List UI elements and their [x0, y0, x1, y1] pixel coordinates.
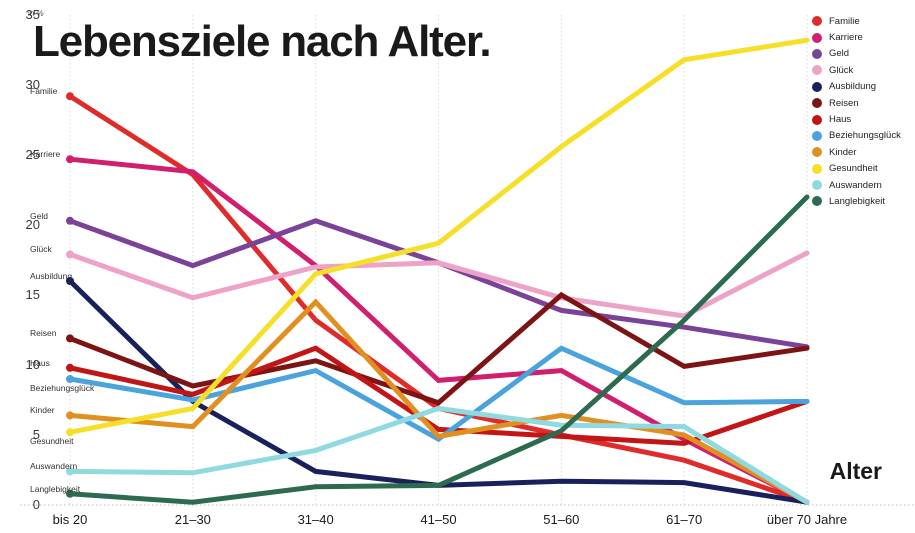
y-tick-label: 0 [32, 497, 40, 512]
series-line-reisen[interactable] [67, 291, 810, 406]
legend-color-swatch-icon [812, 147, 822, 158]
series-start-dot-gesundheit[interactable] [66, 428, 74, 437]
x-tick-label: über 70 Jahre [766, 512, 848, 527]
y-tick-label: 10 [25, 357, 40, 372]
x-tick-label: bis 20 [52, 512, 88, 527]
legend-item-label: Langlebigkeit [829, 195, 885, 207]
series-inline-label-beziehungsgl-ck: Beziehungsglück [30, 383, 95, 393]
y-tick-label: 20 [25, 217, 40, 232]
series-start-dot-auswandern[interactable] [66, 467, 74, 476]
series-inline-label-kinder: Kinder [30, 405, 55, 416]
series-inline-label-auswandern: Auswandern [30, 461, 78, 472]
series-line-auswandern[interactable] [67, 405, 810, 505]
y-tick-label: 30 [25, 77, 40, 92]
legend-color-swatch-icon [812, 65, 822, 76]
y-tick-label: 5 [32, 427, 40, 442]
series-inline-label-langlebigkeit: Langlebigkeit [30, 483, 81, 494]
legend-item[interactable]: Glück [812, 62, 915, 78]
legend-item-label: Auswandern [829, 179, 882, 191]
legend-item-label: Glück [829, 64, 854, 76]
series-start-dot-kinder[interactable] [66, 411, 74, 420]
series-start-dot-ausbildung[interactable] [66, 277, 74, 285]
series-start-dot-familie[interactable] [66, 92, 74, 101]
legend-item[interactable]: Langlebigkeit [812, 193, 915, 209]
series-line-karriere[interactable] [67, 156, 810, 505]
series-inline-label-gesundheit: Gesundheit [30, 436, 74, 447]
legend-color-swatch-icon [812, 130, 822, 141]
x-tick-label: 41–50 [420, 512, 457, 527]
legend-color-swatch-icon [812, 81, 822, 92]
series-line-gl-ck[interactable] [67, 250, 810, 319]
legend-item-label: Beziehungsglück [829, 130, 901, 142]
series-start-dot-langlebigkeit[interactable] [66, 489, 74, 498]
y-tick-label: 25 [25, 147, 40, 162]
legend-item-label: Reisen [829, 97, 859, 109]
series-start-dot-karriere[interactable] [66, 155, 74, 164]
legend-color-swatch-icon [812, 16, 822, 27]
legend-item[interactable]: Beziehungsglück [812, 128, 915, 144]
series-line-beziehungsgl-ck[interactable] [67, 345, 810, 443]
series-inline-label-geld: Geld [30, 210, 48, 221]
y-axis-unit-label: in % [28, 9, 44, 18]
series-line-haus[interactable] [67, 345, 810, 446]
series-inline-label-reisen: Reisen [30, 328, 57, 339]
series-inline-label-gl-ck: Glück [30, 244, 52, 255]
y-tick-label: 35 [25, 7, 40, 22]
series-start-dot-gl-ck[interactable] [66, 250, 74, 259]
series-start-dot-geld[interactable] [66, 216, 74, 225]
legend-item-label: Kinder [829, 146, 857, 158]
legend-color-swatch-icon [812, 180, 822, 191]
series-start-dot-beziehungsgl-ck[interactable] [66, 375, 74, 383]
series-start-dots [66, 92, 74, 498]
legend-item[interactable]: Gesundheit [812, 161, 915, 177]
series-start-dot-haus[interactable] [66, 363, 74, 372]
series-line-gesundheit[interactable] [67, 37, 810, 435]
legend-color-swatch-icon [812, 98, 822, 109]
legend-item[interactable]: Auswandern [812, 177, 915, 193]
series-inline-label-ausbildung: Ausbildung [30, 271, 73, 281]
legend-item[interactable]: Karriere [812, 29, 915, 45]
legend-item[interactable]: Kinder [812, 144, 915, 160]
legend-color-swatch-icon [812, 196, 822, 207]
y-tick-label: 15 [25, 287, 40, 302]
legend-item[interactable]: Familie [812, 13, 915, 29]
series-inline-label-haus: Haus [30, 357, 50, 368]
legend-item[interactable]: Geld [812, 46, 915, 62]
series-inline-label-familie: Familie [30, 86, 58, 97]
legend-item[interactable]: Ausbildung [812, 79, 915, 95]
x-tick-label: 61–70 [666, 512, 703, 527]
x-tick-label: 21–30 [174, 512, 211, 527]
legend-item[interactable]: Reisen [812, 95, 915, 111]
legend-item[interactable]: Haus [812, 111, 915, 127]
x-tick-label: 51–60 [543, 512, 580, 527]
legend-color-swatch-icon [812, 163, 822, 174]
x-axis-title: Alter [829, 458, 882, 484]
series-start-dot-reisen[interactable] [66, 334, 74, 343]
legend-color-swatch-icon [812, 114, 822, 125]
legend-item-label: Familie [829, 15, 860, 27]
legend-color-swatch-icon [812, 32, 822, 43]
legend-item-label: Haus [829, 114, 852, 126]
series-line-langlebigkeit[interactable] [67, 194, 810, 505]
legend-item-label: Gesundheit [829, 163, 878, 175]
page-title: Lebensziele nach Alter. [33, 17, 492, 66]
legend: Familie Karriere Geld Glück Ausbildung Reisen… [812, 13, 915, 210]
legend-item-label: Karriere [829, 32, 863, 44]
series-inline-label-karriere: Karriere [30, 149, 61, 160]
series-line-kinder[interactable] [67, 298, 810, 505]
legend-color-swatch-icon [812, 48, 822, 59]
series-paths [67, 37, 810, 505]
x-tick-label: 31–40 [297, 512, 334, 527]
legend-item-label: Geld [829, 48, 850, 60]
legend-item-label: Ausbildung [829, 81, 877, 93]
